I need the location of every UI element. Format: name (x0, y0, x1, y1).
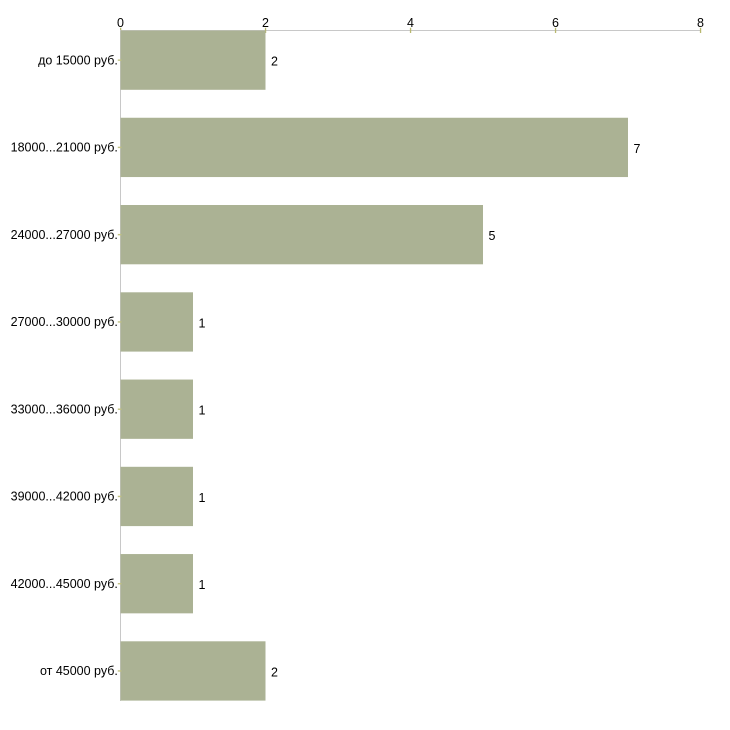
svg-text:27000...30000 руб.: 27000...30000 руб. (11, 315, 118, 329)
svg-text:до 15000 руб.: до 15000 руб. (38, 53, 118, 67)
svg-text:42000...45000 руб.: 42000...45000 руб. (11, 577, 118, 591)
svg-text:2: 2 (271, 665, 278, 679)
svg-text:18000...21000 руб.: 18000...21000 руб. (11, 141, 118, 155)
svg-text:1: 1 (199, 491, 206, 505)
svg-text:4: 4 (407, 16, 414, 30)
svg-text:39000...42000 руб.: 39000...42000 руб. (11, 490, 118, 504)
svg-text:2: 2 (271, 55, 278, 69)
svg-text:24000...27000 руб.: 24000...27000 руб. (11, 228, 118, 242)
svg-text:5: 5 (489, 229, 496, 243)
svg-text:1: 1 (199, 404, 206, 418)
svg-text:33000...36000 руб.: 33000...36000 руб. (11, 402, 118, 416)
svg-text:7: 7 (634, 142, 641, 156)
svg-text:от 45000 руб.: от 45000 руб. (40, 664, 118, 678)
svg-text:0: 0 (117, 16, 124, 30)
svg-text:6: 6 (552, 16, 559, 30)
svg-text:1: 1 (199, 578, 206, 592)
svg-text:1: 1 (199, 316, 206, 330)
svg-text:2: 2 (262, 16, 269, 30)
svg-text:8: 8 (697, 16, 704, 30)
